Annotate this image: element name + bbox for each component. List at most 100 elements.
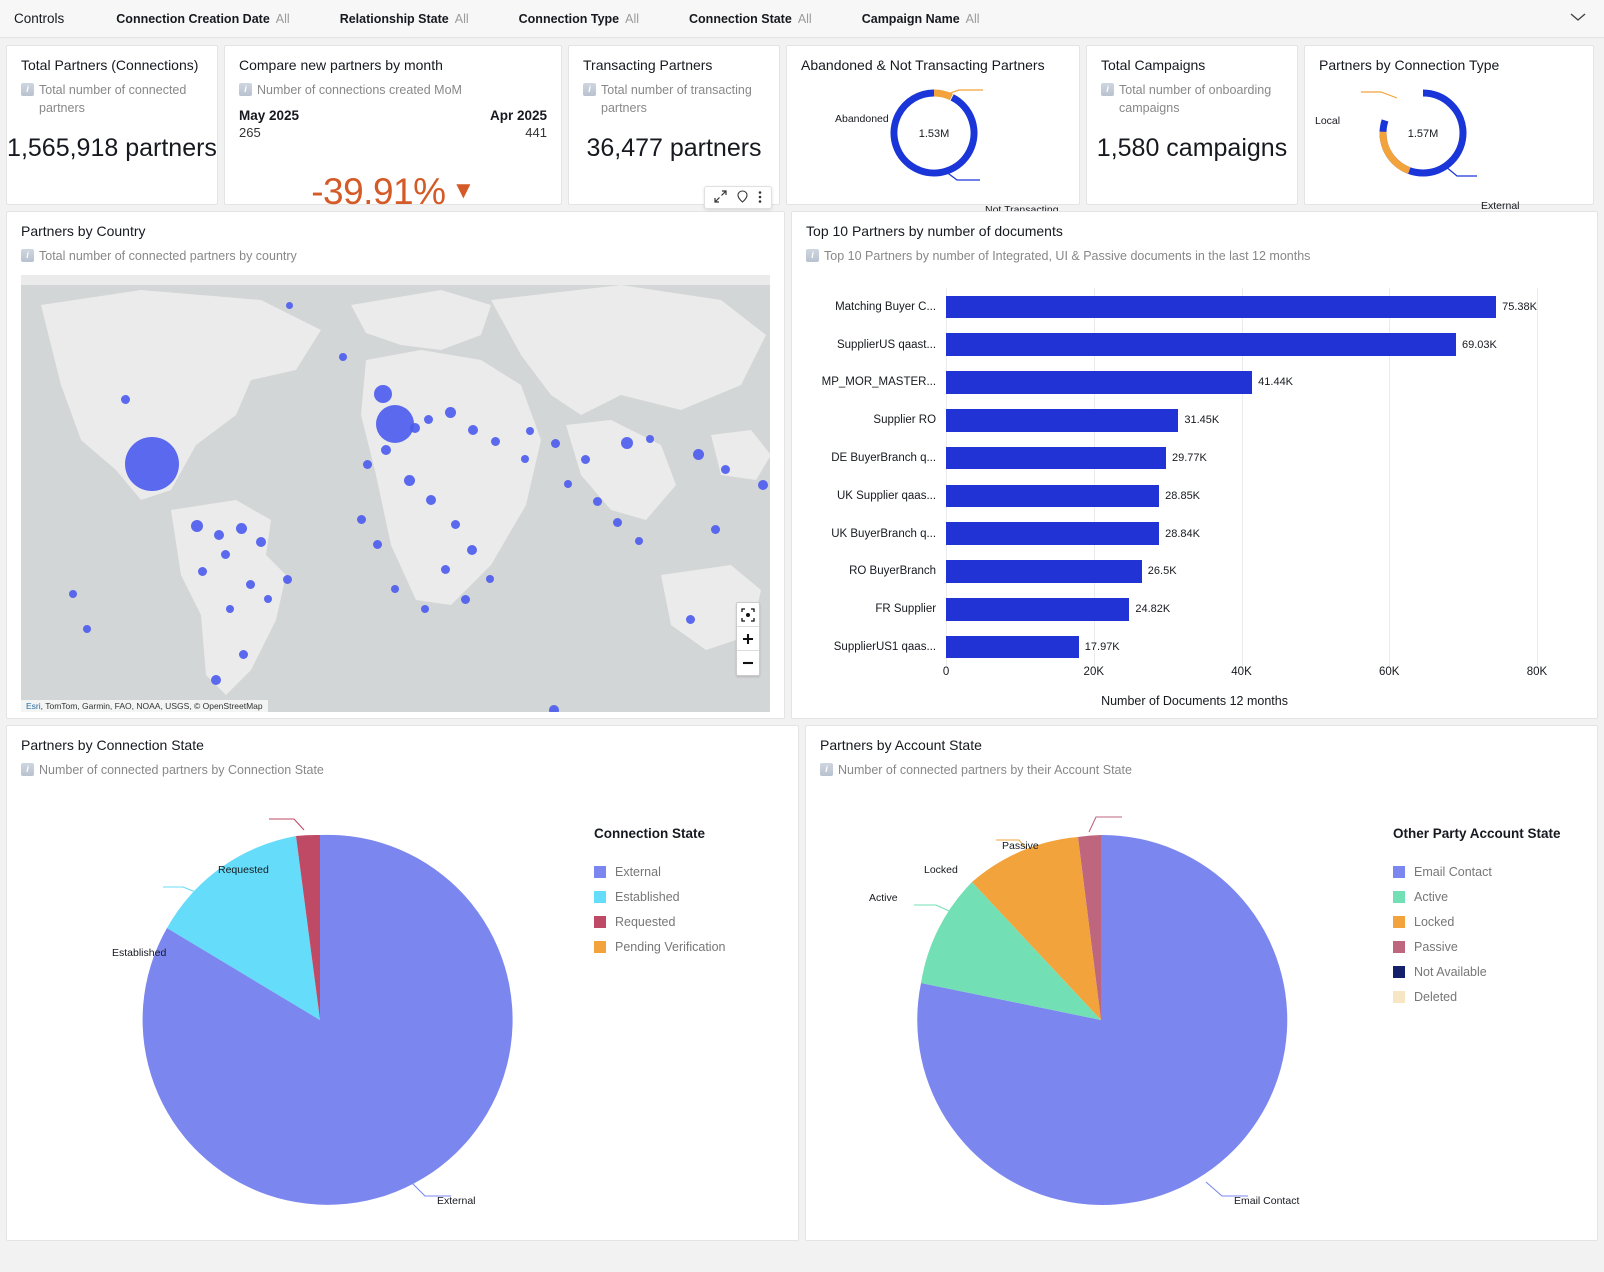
bar-fill[interactable] (946, 446, 1166, 470)
panel-top-10-partners-by-documents[interactable]: Top 10 Partners by number of documents i… (791, 211, 1598, 719)
map-bubble[interactable] (486, 575, 494, 583)
map-bubble[interactable] (526, 427, 534, 435)
bar-row[interactable]: Supplier RO 31.45K (873, 408, 1537, 432)
filter-connection-creation-date[interactable]: Connection Creation Date All (116, 12, 289, 26)
map-bubble[interactable] (239, 650, 248, 659)
map-bubble[interactable] (226, 605, 234, 613)
legend-item-requested[interactable]: Requested (594, 909, 784, 934)
map-bubble[interactable] (374, 385, 392, 403)
map-bubble[interactable] (426, 495, 436, 505)
zoom-in-icon[interactable] (737, 627, 760, 651)
pin-icon[interactable] (737, 190, 748, 205)
map-bubble[interactable] (404, 475, 415, 486)
bar-row[interactable]: SupplierUS qaast... 69.03K (837, 333, 1537, 357)
map-bubble[interactable] (521, 455, 529, 463)
map-bubble[interactable] (581, 455, 590, 464)
bar-row[interactable]: Matching Buyer C... 75.38K (835, 295, 1537, 319)
map-bubble[interactable] (564, 480, 572, 488)
bar-fill[interactable] (946, 635, 1079, 659)
map-bubble[interactable] (121, 395, 130, 404)
filter-connection-state[interactable]: Connection State All (689, 12, 812, 26)
map-bubble[interactable] (621, 437, 633, 449)
zoom-out-icon[interactable] (737, 651, 759, 675)
map-viewport[interactable]: Esri, TomTom, Garmin, FAO, NOAA, USGS, ©… (21, 275, 771, 712)
bar-row[interactable]: MP_MOR_MASTER... 41.44K (822, 371, 1537, 394)
legend-item-passive[interactable]: Passive (1393, 934, 1583, 959)
legend-item-email-contact[interactable]: Email Contact (1393, 859, 1583, 884)
bar-row[interactable]: SupplierUS1 qaas... 17.97K (834, 635, 1537, 659)
bar-fill[interactable] (946, 408, 1179, 432)
legend-item-active[interactable]: Active (1393, 884, 1583, 909)
map-bubble[interactable] (339, 353, 347, 361)
map-bubble[interactable] (468, 425, 478, 435)
panel-partners-by-country[interactable]: Partners by Country i Total number of co… (6, 186, 786, 719)
legend-item-external[interactable]: External (594, 859, 784, 884)
filter-relationship-state[interactable]: Relationship State All (340, 12, 469, 26)
kpi-total-campaigns[interactable]: Total Campaigns i Total number of onboar… (1086, 45, 1298, 205)
map-bubble[interactable] (613, 518, 622, 527)
map-bubble[interactable] (635, 537, 643, 545)
map-bubble[interactable] (283, 575, 292, 584)
legend-item-not-available[interactable]: Not Available (1393, 959, 1583, 984)
attribution-esri-link[interactable]: Esri (26, 701, 41, 711)
map-bubble[interactable] (491, 437, 500, 446)
expand-icon[interactable] (714, 190, 727, 205)
map-bubble[interactable] (264, 595, 272, 603)
bar-row[interactable]: UK BuyerBranch q... 28.84K (831, 522, 1537, 546)
chevron-down-icon[interactable] (1568, 10, 1588, 28)
map-bubble[interactable] (549, 705, 559, 712)
map-bubble[interactable] (236, 523, 247, 534)
donut-abandoned-not-transacting[interactable]: Abandoned & Not Transacting Partners 1.5… (786, 45, 1080, 216)
bar-row[interactable]: FR Supplier 24.82K (875, 597, 1537, 621)
map-bubble[interactable] (381, 445, 391, 455)
map-bubble[interactable] (646, 435, 654, 443)
map-bubble[interactable] (686, 615, 695, 624)
map-bubble[interactable] (246, 580, 255, 589)
filter-campaign-name[interactable]: Campaign Name All (862, 12, 980, 26)
kpi-transacting-partners[interactable]: Transacting Partners i Total number of t… (568, 45, 780, 205)
bar-row[interactable]: RO BuyerBranch 26.5K (849, 560, 1537, 583)
map-bubble[interactable] (721, 465, 730, 474)
map-bubble[interactable] (83, 625, 91, 633)
map-bubble[interactable] (593, 497, 602, 506)
panel-partners-by-account-state[interactable]: Partners by Account State i Number of co… (805, 725, 1598, 1241)
bar-fill[interactable] (946, 597, 1130, 621)
bar-fill[interactable] (946, 333, 1456, 357)
legend-item-pending-verification[interactable]: Pending Verification (594, 934, 784, 959)
panel-toolbar[interactable] (704, 186, 773, 209)
filter-connection-type[interactable]: Connection Type All (519, 12, 639, 26)
map-bubble[interactable] (214, 530, 224, 540)
map-bubble[interactable] (410, 423, 420, 433)
kebab-menu-icon[interactable] (758, 190, 762, 206)
recenter-icon[interactable] (737, 603, 760, 627)
map-bubble[interactable] (467, 545, 477, 555)
map-bubble[interactable] (391, 585, 399, 593)
map-bubble[interactable] (211, 675, 221, 685)
map-bubble[interactable] (191, 520, 203, 532)
panel-partners-by-connection-state[interactable]: Partners by Connection State i Number of… (6, 725, 799, 1241)
map-bubble[interactable] (373, 540, 382, 549)
legend-item-deleted[interactable]: Deleted (1393, 984, 1583, 1009)
map-bubble[interactable] (551, 439, 560, 448)
bar-fill[interactable] (946, 522, 1160, 546)
bar-fill[interactable] (946, 560, 1142, 583)
map-bubble[interactable] (758, 480, 768, 490)
map-bubble[interactable] (376, 405, 414, 443)
map-bubble[interactable] (198, 567, 207, 576)
map-controls[interactable] (736, 602, 761, 676)
map-bubble[interactable] (461, 595, 470, 604)
map-bubble[interactable] (125, 437, 179, 491)
map-bubble[interactable] (424, 415, 433, 424)
map-bubble[interactable] (441, 565, 450, 574)
bar-fill[interactable] (946, 371, 1253, 394)
map-bubble[interactable] (693, 449, 704, 460)
bar-row[interactable]: UK Supplier qaas... 28.85K (837, 484, 1537, 508)
bar-fill[interactable] (946, 295, 1497, 319)
legend-item-locked[interactable]: Locked (1393, 909, 1583, 934)
map-bubble[interactable] (421, 605, 429, 613)
map-bubble[interactable] (221, 550, 230, 559)
map-bubble[interactable] (445, 407, 456, 418)
map-bubble[interactable] (286, 302, 293, 309)
map-bubble[interactable] (363, 460, 372, 469)
map-bubble[interactable] (711, 525, 720, 534)
